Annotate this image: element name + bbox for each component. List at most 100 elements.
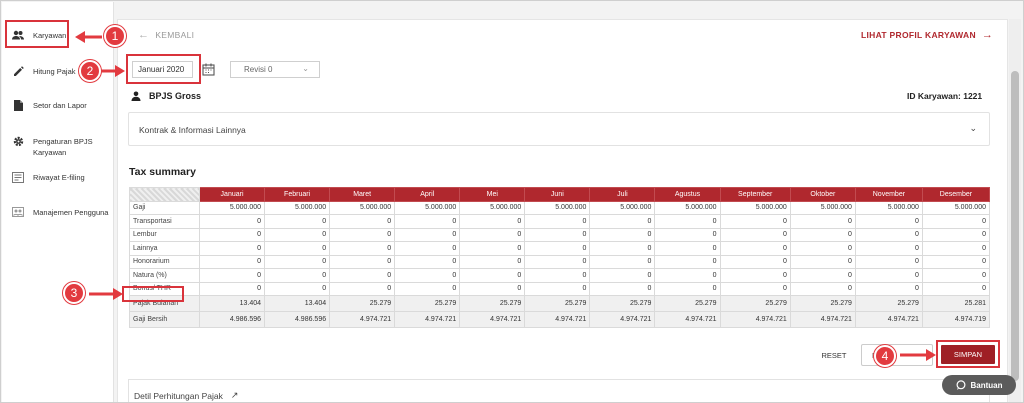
table-cell[interactable]: 0 [654,214,721,229]
table-cell[interactable]: 0 [589,241,656,256]
table-cell[interactable]: 0 [854,254,923,269]
sidebar-item-hitung-pajak[interactable]: Hitung Pajak [2,65,114,77]
table-cell[interactable]: 0 [589,227,656,242]
sidebar-item-karyawan[interactable]: Karyawan [2,29,114,41]
table-cell[interactable]: 0 [329,254,396,269]
table-cell[interactable]: 0 [589,254,656,269]
table-cell[interactable]: 0 [524,281,591,296]
table-cell[interactable]: 0 [329,241,396,256]
table-cell[interactable]: 0 [654,254,721,269]
table-cell[interactable]: 0 [789,281,856,296]
table-cell[interactable]: 5.000.000 [789,200,856,215]
table-cell[interactable]: 0 [459,254,526,269]
table-cell[interactable]: 0 [264,241,331,256]
table-cell[interactable]: 0 [719,281,791,296]
table-cell[interactable]: 0 [789,241,856,256]
scrollbar-thumb[interactable] [1011,71,1019,381]
table-cell[interactable]: 0 [198,227,266,242]
table-cell[interactable]: 5.000.000 [854,200,923,215]
table-cell[interactable]: 0 [921,254,991,269]
table-cell[interactable]: 0 [394,268,461,283]
table-cell[interactable]: 0 [589,214,656,229]
table-cell[interactable]: 0 [589,268,656,283]
table-cell[interactable]: 5.000.000 [654,200,721,215]
table-cell[interactable]: 0 [329,214,396,229]
external-link-icon[interactable]: ↗ [230,390,239,400]
table-cell[interactable]: 0 [854,241,923,256]
table-cell[interactable]: 0 [921,227,991,242]
table-cell[interactable]: 0 [524,241,591,256]
table-cell[interactable]: 0 [264,214,331,229]
table-cell[interactable]: 5.000.000 [329,200,396,215]
save-button[interactable]: SIMPAN [941,345,995,364]
table-cell[interactable]: 0 [854,281,923,296]
table-cell[interactable]: 0 [719,241,791,256]
table-cell[interactable]: 0 [921,268,991,283]
revision-select[interactable]: Revisi 0 ⌄ [230,61,320,78]
table-cell[interactable]: 0 [854,227,923,242]
table-cell[interactable]: 0 [198,214,266,229]
table-cell[interactable]: 0 [719,254,791,269]
reset-button[interactable]: RESET [821,350,847,360]
table-cell[interactable]: 0 [654,241,721,256]
table-cell[interactable]: 0 [654,227,721,242]
table-cell[interactable]: 0 [459,227,526,242]
table-cell[interactable]: 0 [524,254,591,269]
back-link[interactable]: ← KEMBALI [138,29,194,41]
table-cell[interactable]: 0 [198,281,266,296]
table-cell[interactable]: 0 [264,254,331,269]
table-cell[interactable]: 0 [198,241,266,256]
table-cell[interactable]: 5.000.000 [719,200,791,215]
table-cell[interactable]: 0 [654,268,721,283]
table-cell[interactable]: 0 [459,241,526,256]
sidebar-item-manajemen-pengguna[interactable]: Manajemen Pengguna [2,206,114,218]
table-cell[interactable]: 5.000.000 [524,200,591,215]
table-cell[interactable]: 0 [589,281,656,296]
table-cell[interactable]: 0 [198,254,266,269]
table-cell[interactable]: 0 [459,214,526,229]
table-cell[interactable]: 0 [329,281,396,296]
table-cell[interactable]: 0 [329,227,396,242]
table-cell[interactable]: 0 [459,281,526,296]
table-cell[interactable]: 0 [524,268,591,283]
table-cell[interactable]: 0 [789,254,856,269]
table-cell[interactable]: 0 [394,254,461,269]
sidebar-item-riwayat-efiling[interactable]: Riwayat E-filing [2,171,114,183]
contract-info-accordion[interactable]: Kontrak & Informasi Lainnya ⌄ [128,112,990,146]
sidebar-item-pengaturan-bpjs[interactable]: Pengaturan BPJS Karyawan [2,135,114,158]
table-cell[interactable]: 5.000.000 [921,200,991,215]
table-cell[interactable]: 0 [264,281,331,296]
table-cell[interactable]: 5.000.000 [264,200,331,215]
tax-calculation-detail-card[interactable]: Detil Perhitungan Pajak ↗ [128,379,990,402]
table-cell[interactable]: 0 [524,214,591,229]
view-employee-profile-link[interactable]: LIHAT PROFIL KARYAWAN → [861,29,993,41]
table-cell[interactable]: 0 [524,227,591,242]
table-cell[interactable]: 5.000.000 [589,200,656,215]
table-cell[interactable]: 0 [921,214,991,229]
table-cell[interactable]: 0 [921,241,991,256]
help-button[interactable]: Bantuan [942,375,1016,395]
table-cell[interactable]: 0 [198,268,266,283]
table-cell[interactable]: 0 [854,268,923,283]
table-cell[interactable]: 0 [329,268,396,283]
table-cell[interactable]: 0 [719,268,791,283]
table-cell[interactable]: 5.000.000 [198,200,266,215]
table-cell[interactable]: 0 [854,214,923,229]
table-cell[interactable]: 0 [921,281,991,296]
table-cell[interactable]: 0 [394,214,461,229]
table-cell[interactable]: 0 [789,227,856,242]
table-cell[interactable]: 5.000.000 [394,200,461,215]
table-cell[interactable]: 0 [719,227,791,242]
sidebar-item-setor-lapor[interactable]: Setor dan Lapor [2,99,114,111]
table-cell[interactable]: 0 [654,281,721,296]
table-cell[interactable]: 0 [264,268,331,283]
table-cell[interactable]: 0 [394,227,461,242]
table-cell[interactable]: 0 [264,227,331,242]
table-cell[interactable]: 0 [719,214,791,229]
table-cell[interactable]: 5.000.000 [459,200,526,215]
period-input[interactable]: Januari 2020 [132,61,193,78]
table-cell[interactable]: 0 [394,241,461,256]
calendar-icon[interactable] [202,63,215,76]
table-cell[interactable]: 0 [789,214,856,229]
table-cell[interactable]: 0 [394,281,461,296]
